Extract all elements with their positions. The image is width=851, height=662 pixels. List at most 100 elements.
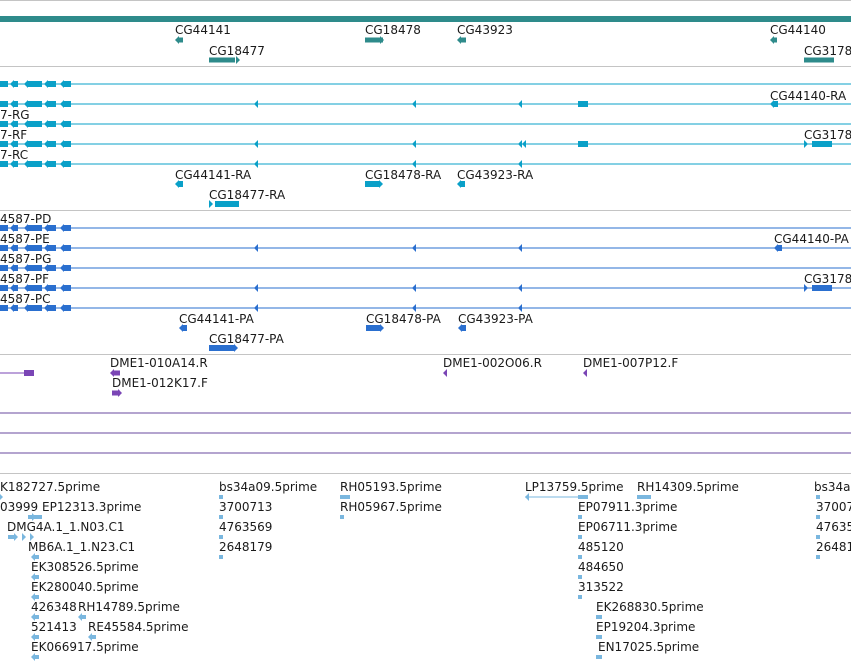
clone-label[interactable]: DME1-012K17.F — [112, 376, 208, 390]
exon-box — [778, 245, 782, 251]
strand-arrow-left-icon — [44, 120, 48, 128]
est-box — [816, 535, 820, 539]
gene-label[interactable]: CG43923 — [457, 23, 513, 37]
est-label[interactable]: LP13759.5prime — [525, 480, 624, 494]
est-label[interactable]: EP06711.3prime — [578, 520, 678, 534]
strand-arrow-left-icon — [412, 244, 416, 252]
gene-label[interactable]: CG3178 — [804, 44, 851, 58]
transcript-label[interactable]: CG18478-RA — [365, 168, 442, 182]
strand-arrow-left-icon — [254, 160, 258, 168]
strand-arrow-left-icon — [60, 224, 64, 232]
protein-label[interactable]: CG44140-PA — [774, 232, 849, 246]
est-label[interactable]: EK308526.5prime — [31, 560, 139, 574]
exon-box — [14, 81, 18, 87]
est-label[interactable]: RE45584.5prime — [88, 620, 189, 634]
est-label[interactable]: EN17025.5prime — [598, 640, 700, 654]
protein-label[interactable]: CG18478-PA — [366, 312, 441, 326]
strand-arrow-right-icon — [209, 200, 213, 208]
est-label[interactable]: EP19204.3prime — [596, 620, 696, 634]
transcript-label[interactable]: CG18477-RA — [209, 188, 286, 202]
est-box — [35, 635, 39, 639]
strand-arrow-right-icon — [804, 284, 808, 292]
protein-label[interactable]: 4587-PF — [0, 272, 50, 286]
strand-arrow-left-icon — [44, 284, 48, 292]
protein-label[interactable]: 4587-PC — [0, 292, 51, 306]
strand-arrow-right-icon — [236, 56, 240, 64]
protein-label[interactable]: 4587-PG — [0, 252, 52, 266]
strand-arrow-left-icon — [31, 653, 35, 661]
est-label[interactable]: 485120 — [578, 540, 624, 554]
protein-label[interactable]: CG18477-PA — [209, 332, 284, 346]
exon-box — [64, 141, 71, 147]
est-label[interactable]: RH05193.5prime — [340, 480, 442, 494]
exon-box — [28, 285, 42, 291]
strand-arrow-left-icon — [518, 100, 522, 108]
est-label[interactable]: EP07911.3prime — [578, 500, 678, 514]
est-label[interactable]: 4763569 — [219, 520, 273, 534]
strand-arrow-left-icon — [10, 304, 14, 312]
transcript-label[interactable]: CG44141-RA — [175, 168, 252, 182]
est-label[interactable]: bs34a09.5prime — [219, 480, 318, 494]
exon-box — [804, 57, 834, 63]
est-label[interactable]: EP12313.3prime — [42, 500, 142, 514]
est-label[interactable]: DMG4A.1_1.N03.C1 — [7, 520, 125, 534]
est-box — [816, 495, 820, 499]
transcript-label[interactable]: CG43923-RA — [457, 168, 534, 182]
est-box — [219, 535, 223, 539]
est-label[interactable]: 521413 — [31, 620, 77, 634]
est-label[interactable]: EK268830.5prime — [596, 600, 704, 614]
est-label[interactable]: 47635 — [816, 520, 851, 534]
transcript-label[interactable]: CG3178 — [804, 128, 851, 142]
strand-arrow-left-icon — [44, 100, 48, 108]
est-label[interactable]: 03999 — [0, 500, 39, 514]
est-label[interactable]: RH05967.5prime — [340, 500, 442, 514]
est-label[interactable]: 426348 — [31, 600, 77, 614]
est-label[interactable]: 2648179 — [219, 540, 273, 554]
exon-box — [461, 37, 466, 43]
exon-box — [14, 101, 18, 107]
est-label[interactable]: RH14309.5prime — [637, 480, 739, 494]
est-label[interactable]: 26481 — [816, 540, 851, 554]
strand-arrow-left-icon — [24, 264, 28, 272]
exon-box — [28, 225, 42, 231]
est-label[interactable]: 313522 — [578, 580, 624, 594]
protein-label[interactable]: CG43923-PA — [458, 312, 533, 326]
gene-label[interactable]: CG44141 — [175, 23, 231, 37]
transcript-label[interactable]: 7-RF — [0, 128, 28, 142]
est-label[interactable]: K182727.5prime — [0, 480, 101, 494]
est-label[interactable]: 3700713 — [219, 500, 273, 514]
clone-label[interactable]: DME1-007P12.F — [583, 356, 679, 370]
clone-box — [24, 370, 34, 376]
protein-label[interactable]: 4587-PE — [0, 232, 50, 246]
est-label[interactable]: 37007 — [816, 500, 851, 514]
protein-label[interactable]: CG3178 — [804, 272, 851, 286]
track-separator — [0, 354, 851, 355]
gene-label[interactable]: CG18478 — [365, 23, 421, 37]
est-box — [35, 615, 39, 619]
est-label[interactable]: EK280040.5prime — [31, 580, 139, 594]
exon-box — [14, 141, 18, 147]
est-label[interactable]: EK066917.5prime — [31, 640, 139, 654]
strand-arrow-left-icon — [583, 369, 587, 377]
exon-box — [0, 161, 8, 167]
est-label[interactable]: RH14789.5prime — [78, 600, 180, 614]
est-label[interactable]: MB6A.1_1.N23.C1 — [28, 540, 136, 554]
est-box — [816, 555, 820, 559]
gene-label[interactable]: CG44140 — [770, 23, 826, 37]
transcript-label[interactable]: CG44140-RA — [770, 89, 847, 103]
strand-arrow-left-icon — [44, 304, 48, 312]
est-label[interactable]: 484650 — [578, 560, 624, 574]
exon-box — [48, 265, 56, 271]
strand-arrow-left-icon — [412, 160, 416, 168]
clone-label[interactable]: DME1-002O06.R — [443, 356, 542, 370]
est-label[interactable]: bs34a — [814, 480, 851, 494]
exon-box — [64, 121, 71, 127]
clone-label[interactable]: DME1-010A14.R — [110, 356, 208, 370]
transcript-label[interactable]: 7-RC — [0, 148, 29, 162]
protein-label[interactable]: CG44141-PA — [179, 312, 254, 326]
exon-box — [28, 81, 42, 87]
protein-label[interactable]: 4587-PD — [0, 212, 52, 226]
transcript-label[interactable]: 7-RG — [0, 108, 30, 122]
gene-label[interactable]: CG18477 — [209, 44, 265, 58]
strand-arrow-left-icon — [44, 224, 48, 232]
